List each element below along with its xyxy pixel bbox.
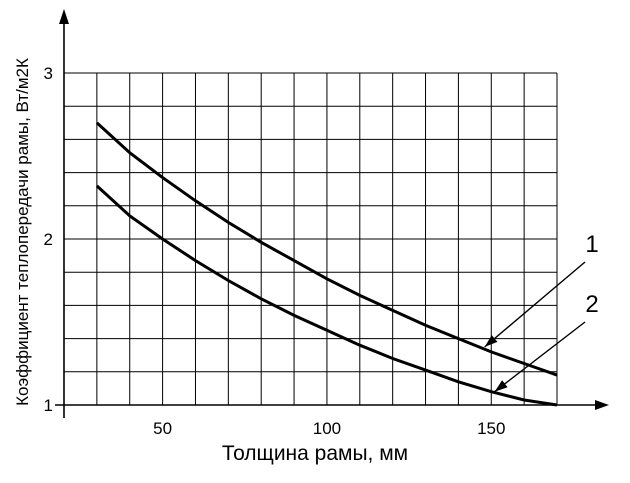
grid	[64, 72, 558, 405]
tick-labels: 50 100 150 1 2 3	[44, 64, 506, 438]
leader-line-1	[484, 261, 586, 348]
y-tick-label: 3	[44, 64, 53, 83]
x-tick-label: 50	[153, 419, 172, 438]
leader-arrow-icon	[494, 380, 508, 392]
leader-line-2	[494, 321, 586, 393]
y-axis-title: Коэффициент теплопередачи рамы, Вт/м2К	[13, 58, 32, 406]
x-tick-label: 150	[477, 419, 505, 438]
axes	[55, 9, 609, 418]
x-tick-label: 100	[313, 419, 341, 438]
y-axis-arrow-icon	[59, 9, 69, 24]
series-line-1	[95, 121, 558, 377]
leader-arrow-icon	[484, 335, 498, 347]
curve-label-2: 2	[585, 291, 598, 318]
curve-label-1: 1	[585, 231, 598, 258]
x-axis-arrow-icon	[595, 400, 609, 410]
y-tick-label: 2	[44, 230, 53, 249]
y-tick-label: 1	[44, 396, 53, 415]
x-axis-title: Толщина рамы, мм	[222, 442, 408, 465]
series-line-2	[95, 184, 558, 407]
series	[95, 121, 558, 407]
curve-labels: 12	[484, 231, 599, 393]
